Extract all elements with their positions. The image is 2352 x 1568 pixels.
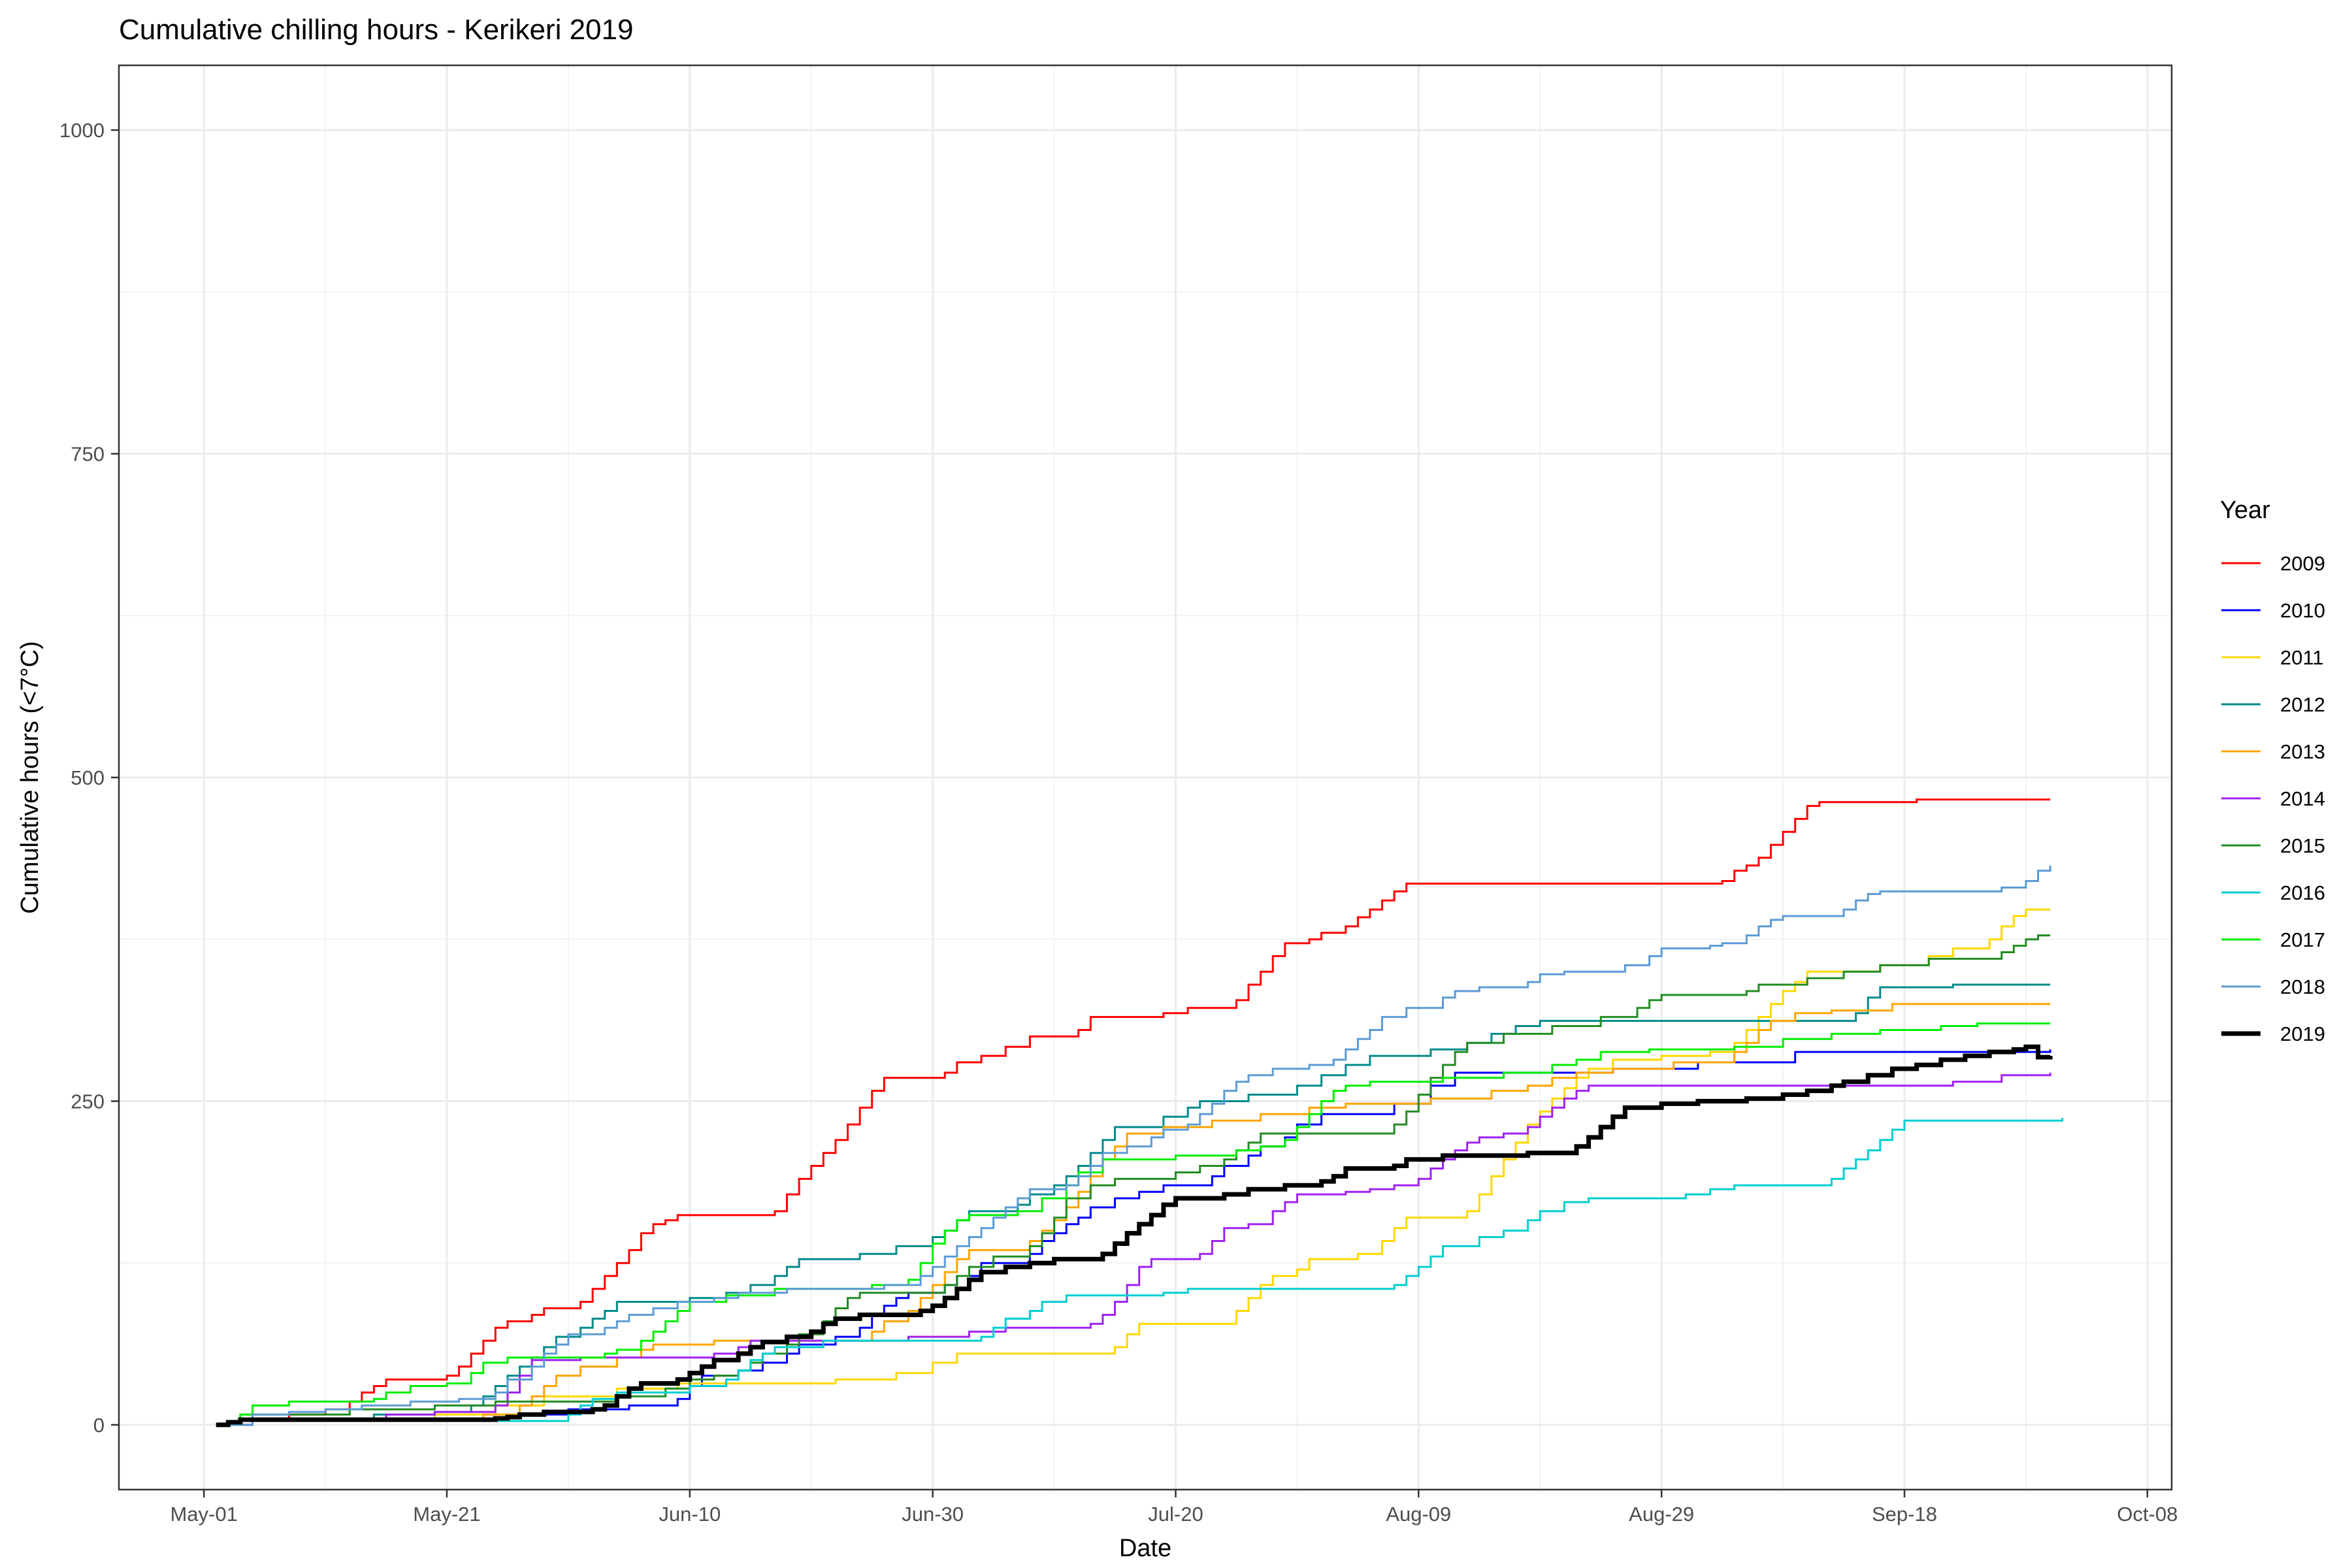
legend-label-2012: 2012 bbox=[2280, 693, 2325, 716]
series-line-2019 bbox=[216, 1044, 2053, 1428]
legend-label-2013: 2013 bbox=[2280, 740, 2325, 763]
series-line-2009 bbox=[216, 798, 2051, 1426]
y-tick-label: 750 bbox=[71, 443, 105, 466]
x-tick-label: Aug-29 bbox=[1629, 1503, 1694, 1526]
legend-label-2009: 2009 bbox=[2280, 552, 2325, 575]
y-tick-label: 250 bbox=[71, 1090, 105, 1113]
legend-label-2010: 2010 bbox=[2280, 599, 2325, 622]
x-tick-label: May-01 bbox=[170, 1503, 237, 1526]
series-line-2014 bbox=[216, 1072, 2051, 1426]
legend-label-2014: 2014 bbox=[2280, 787, 2325, 810]
x-tick-label: Jun-30 bbox=[902, 1503, 964, 1526]
y-tick-label: 1000 bbox=[59, 119, 105, 142]
y-axis-title: Cumulative hours (<7°C) bbox=[16, 641, 44, 914]
series-line-2018 bbox=[216, 865, 2051, 1426]
x-tick-label: Aug-09 bbox=[1386, 1503, 1451, 1526]
legend-title: Year bbox=[2220, 497, 2270, 524]
chart-title: Cumulative chilling hours - Kerikeri 201… bbox=[119, 14, 633, 46]
series-line-2016 bbox=[216, 1118, 2064, 1426]
x-tick-label: Jul-20 bbox=[1148, 1503, 1203, 1526]
legend-label-2019: 2019 bbox=[2280, 1022, 2325, 1045]
legend: Year 2009 2010 2011 2012 2013 2014 2015 2016 201… bbox=[2220, 497, 2325, 1045]
legend-label-2011: 2011 bbox=[2280, 646, 2324, 669]
legend-label-2016: 2016 bbox=[2280, 881, 2325, 904]
legend-label-2017: 2017 bbox=[2280, 928, 2325, 951]
x-axis-title: Date bbox=[1119, 1535, 1171, 1562]
legend-label-2018: 2018 bbox=[2280, 975, 2325, 998]
y-axis: 0 250 500 750 1000 bbox=[59, 119, 119, 1437]
x-tick-label: May-21 bbox=[413, 1503, 480, 1526]
legend-label-2015: 2015 bbox=[2280, 834, 2325, 857]
series-line-2011 bbox=[216, 908, 2051, 1426]
x-tick-label: Sep-18 bbox=[1872, 1503, 1937, 1526]
series-lines bbox=[216, 798, 2064, 1428]
series-line-2013 bbox=[216, 1003, 2051, 1426]
series-line-2017 bbox=[216, 1022, 2051, 1426]
x-axis: May-01 May-21 Jun-10 Jun-30 Jul-20 Aug-09 Aug-… bbox=[170, 1490, 2178, 1526]
x-tick-label: Oct-08 bbox=[2117, 1503, 2178, 1526]
y-tick-label: 500 bbox=[71, 766, 105, 789]
y-tick-label: 0 bbox=[93, 1414, 105, 1437]
grid-lines bbox=[119, 65, 2172, 1490]
x-tick-label: Jun-10 bbox=[659, 1503, 721, 1526]
